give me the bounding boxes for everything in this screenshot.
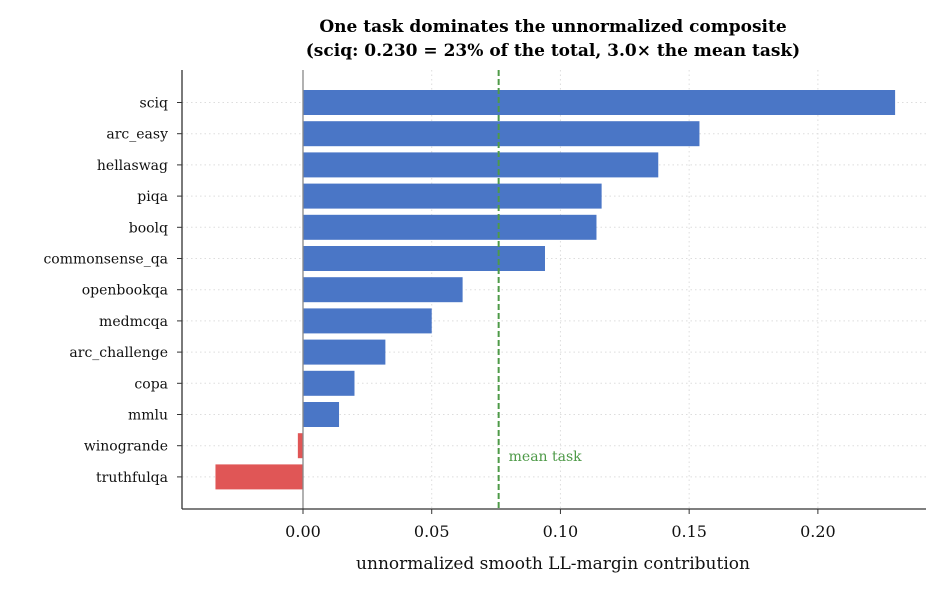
bar-winogrande — [297, 433, 303, 459]
category-label-mmlu: mmlu — [128, 408, 168, 424]
category-label-truthfulqa: truthfulqa — [96, 470, 168, 486]
category-label-arc_challenge: arc_challenge — [69, 345, 168, 361]
category-label-boolq: boolq — [129, 220, 168, 236]
bars — [215, 90, 896, 490]
bar-openbookqa — [302, 277, 463, 303]
category-label-medmcqa: medmcqa — [99, 314, 168, 330]
x-tick-label-4: 0.20 — [800, 522, 836, 541]
mean-line-label: mean task — [509, 449, 583, 465]
category-label-sciq: sciq — [140, 96, 169, 112]
category-label-arc_easy: arc_easy — [106, 127, 168, 143]
bar-commonsense_qa — [302, 246, 545, 271]
x-tick-label-1: 0.05 — [414, 522, 450, 541]
category-label-commonsense_qa: commonsense_qa — [43, 252, 168, 268]
bar-piqa — [302, 183, 602, 209]
category-label-winogrande: winogrande — [84, 439, 168, 455]
bar-medmcqa — [302, 308, 432, 334]
bar-boolq — [302, 214, 597, 240]
bar-copa — [302, 370, 355, 396]
chart-title-line-1: One task dominates the unnormalized comp… — [319, 17, 787, 37]
x-tick-label-2: 0.10 — [543, 522, 579, 541]
category-label-openbookqa: openbookqa — [82, 283, 168, 299]
tick-labels: mean task sciq arc_easy hellaswag piqa boolq c… — [43, 96, 835, 542]
x-tick-label-0: 0.00 — [285, 522, 321, 541]
x-tick-label-3: 0.15 — [671, 522, 707, 541]
axes — [177, 70, 926, 514]
bar-arc_challenge — [302, 339, 386, 365]
category-label-piqa: piqa — [137, 189, 168, 205]
x-axis-label: unnormalized smooth LL-margin contributi… — [356, 554, 750, 574]
category-label-hellaswag: hellaswag — [97, 158, 168, 174]
bar-mmlu — [302, 402, 340, 427]
category-label-copa: copa — [134, 376, 168, 392]
bar-hellaswag — [302, 152, 659, 178]
bar-sciq — [302, 90, 896, 115]
bar-truthfulqa — [215, 464, 303, 490]
bar-arc_easy — [302, 121, 700, 147]
chart-title-line-2: (sciq: 0.230 = 23% of the total, 3.0× th… — [306, 41, 800, 61]
